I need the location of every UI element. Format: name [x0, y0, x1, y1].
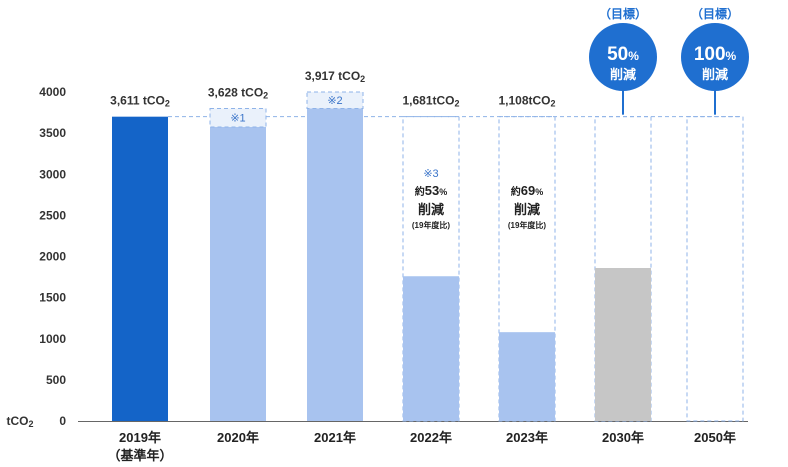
- bar-stack-note-box: [209, 107, 267, 128]
- target-caption: 削減: [610, 67, 636, 82]
- x-tick-label: 2023年: [506, 430, 548, 445]
- y-tick-label: 3500: [39, 126, 66, 140]
- bar-stack-note: ※1: [230, 113, 245, 125]
- y-tick-label: 2000: [39, 250, 66, 264]
- bar: [210, 126, 266, 422]
- target-circle: [589, 23, 657, 91]
- bar-value-label: 3,611 tCO2: [110, 94, 170, 109]
- bar: [499, 332, 555, 421]
- bar-stack-note: ※2: [327, 95, 342, 107]
- bar-reduction-basis: (19年度比): [412, 220, 451, 230]
- x-tick-label: 2022年: [410, 430, 452, 445]
- target-circle: [681, 23, 749, 91]
- bar-value-label: 3,917 tCO2: [305, 69, 365, 84]
- y-tick-label: 1500: [39, 291, 66, 305]
- x-tick-label: 2050年: [694, 430, 736, 445]
- bar: [403, 276, 459, 421]
- x-tick-label: 2021年: [314, 430, 356, 445]
- bar-reduction-percent: 約53%: [415, 183, 447, 198]
- bar-dashed-outline: [686, 116, 744, 422]
- bar: [595, 268, 651, 421]
- bar-value-label: 1,681tCO2: [402, 94, 459, 109]
- x-tick-label: 2020年: [217, 430, 259, 445]
- bar: [112, 116, 168, 422]
- bar-value-label: 3,628 tCO2: [208, 85, 268, 100]
- y-unit-label: tCO2: [6, 414, 33, 429]
- bar-inner-note: ※3: [423, 168, 438, 180]
- y-tick-label: 500: [46, 373, 66, 387]
- bar-stack-note-box: [306, 91, 364, 109]
- bar: [307, 108, 363, 421]
- target-heading: （目標）: [599, 6, 647, 21]
- bar-reduction-basis: (19年度比): [508, 220, 547, 230]
- target-heading: （目標）: [691, 6, 739, 21]
- target-value: 50%: [607, 44, 639, 65]
- y-tick-label: 2500: [39, 208, 66, 222]
- y-tick-label: 3000: [39, 167, 66, 181]
- y-tick-label: 1000: [39, 332, 66, 346]
- target-value: 100%: [694, 44, 737, 65]
- target-caption: 削減: [702, 67, 728, 82]
- x-tick-label: 2019年: [119, 430, 161, 445]
- bar-reduction-percent: 約69%: [511, 183, 543, 198]
- x-tick-label: 2030年: [602, 430, 644, 445]
- bar-value-label: 1,108tCO2: [498, 94, 555, 109]
- bar-reduction-word: 削減: [514, 202, 540, 217]
- x-tick-sublabel: （基準年）: [107, 448, 172, 463]
- y-tick-label: 0: [59, 414, 66, 428]
- bar-reduction-word: 削減: [418, 202, 444, 217]
- y-tick-label: 4000: [39, 85, 66, 99]
